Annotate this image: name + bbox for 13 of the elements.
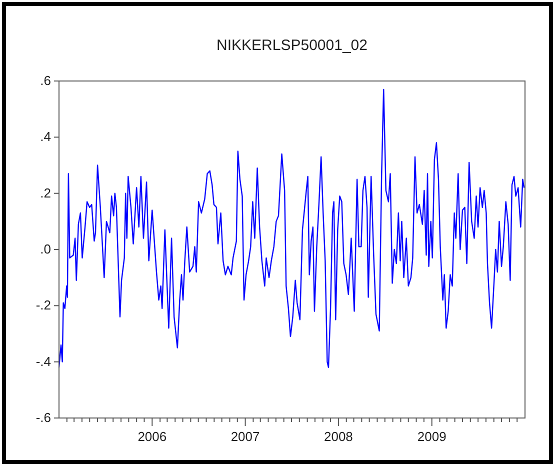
x-tick-label: 2007 (230, 429, 260, 444)
line-series (58, 88, 525, 368)
y-tick-label: .0 (40, 242, 51, 256)
y-tick-label: .2 (40, 185, 51, 200)
chart-title: NIKKERLSP50001_02 (216, 37, 368, 54)
y-tick-label: -.2 (36, 298, 51, 313)
y-tick-label: -.4 (36, 354, 51, 369)
x-tick-label: 2008 (324, 429, 353, 444)
y-tick-label: .6 (40, 73, 51, 88)
y-tick-label: -.6 (36, 410, 51, 425)
x-tick-label: 2009 (417, 429, 446, 444)
y-tick-label: .4 (40, 129, 51, 144)
x-tick-label: 2006 (138, 429, 167, 444)
